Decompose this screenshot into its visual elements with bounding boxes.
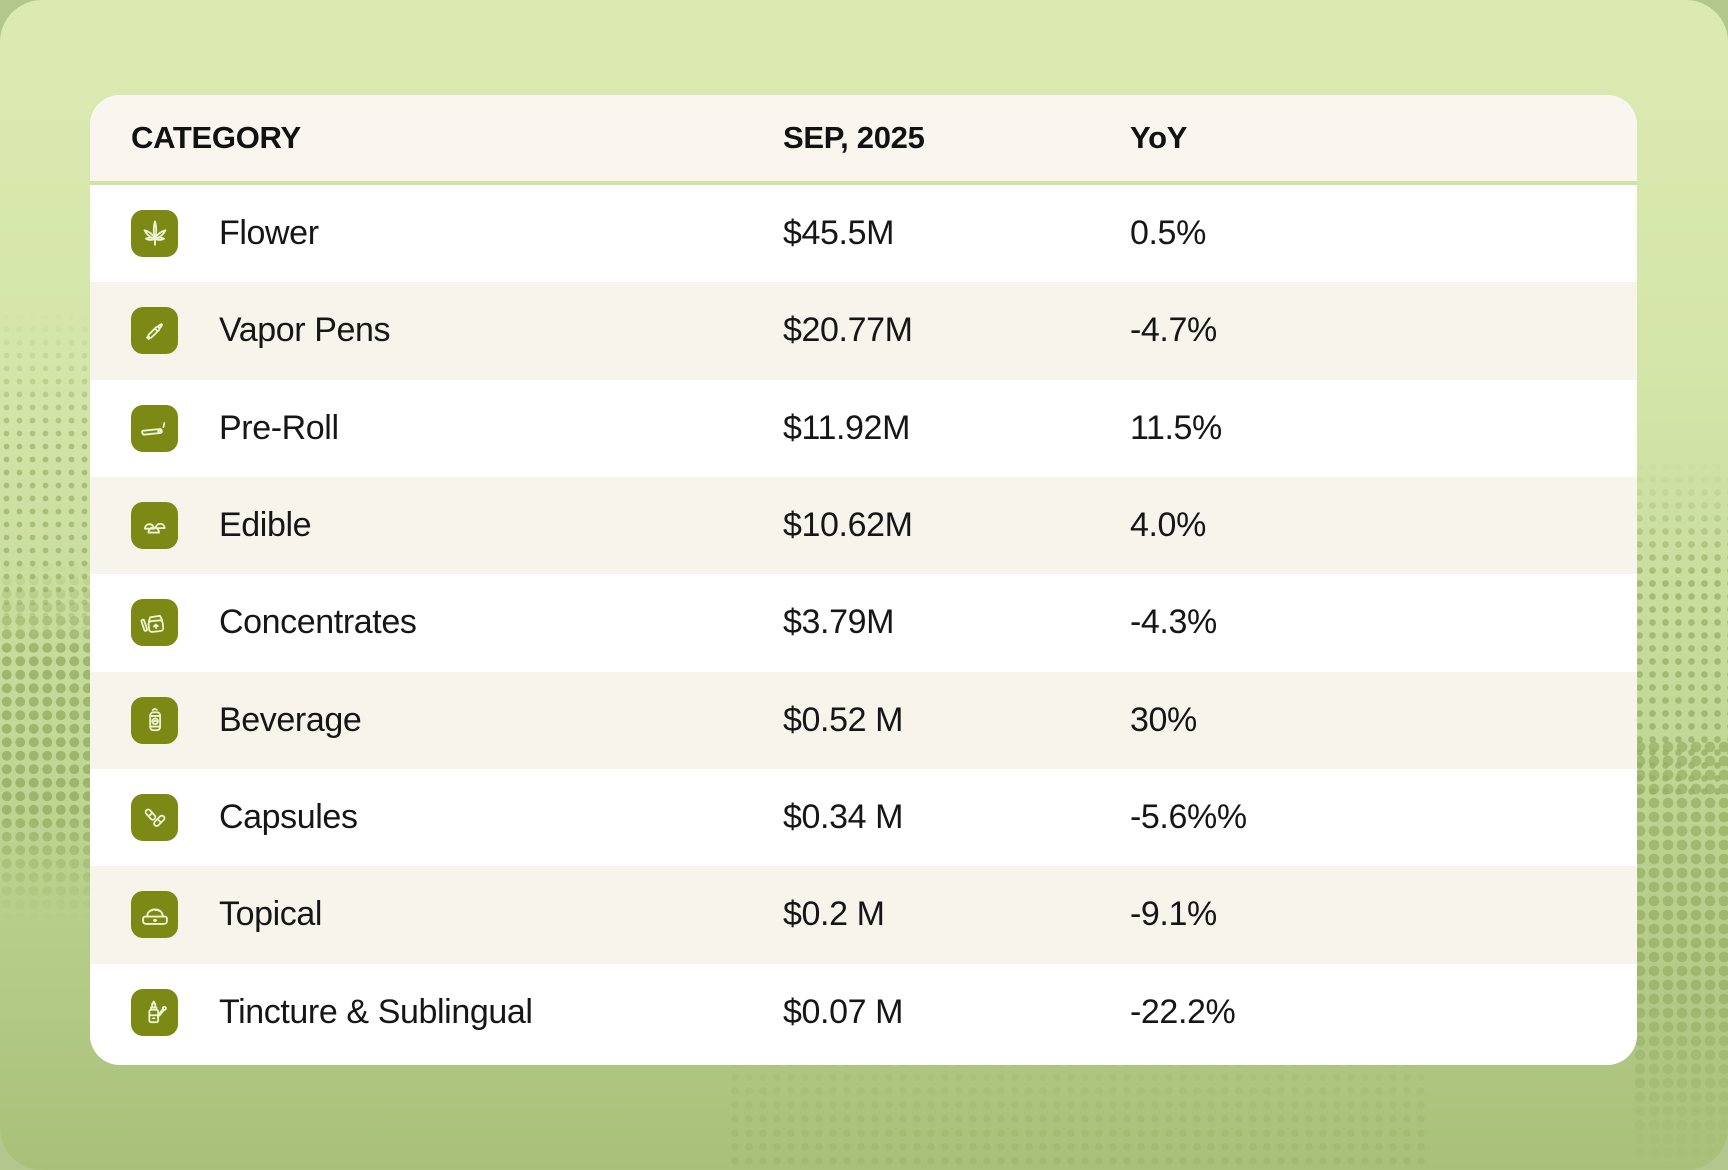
gummy-icon <box>131 502 178 550</box>
category-sales-table: CATEGORY SEP, 2025 YoY <box>90 95 1637 1065</box>
sales-value: $0.07 M <box>783 992 904 1031</box>
table-header-row: CATEGORY SEP, 2025 YoY <box>90 95 1637 185</box>
capsules-icon <box>131 794 178 842</box>
sales-value: $3.79M <box>783 603 895 642</box>
category-cell: Edible <box>90 502 783 550</box>
category-cell: Vapor Pens <box>90 307 783 355</box>
category-label: Concentrates <box>219 603 417 642</box>
category-label: Tincture & Sublingual <box>219 992 533 1031</box>
yoy-value: 30% <box>1130 700 1197 739</box>
table-row: Vapor Pens $20.77M -4.7% <box>90 282 1637 380</box>
category-label: Beverage <box>219 700 362 739</box>
column-header-category: CATEGORY <box>131 120 301 155</box>
yoy-value: -9.1% <box>1130 895 1217 934</box>
table-row: Topical $0.2 M -9.1% <box>90 866 1637 964</box>
category-cell: Concentrates <box>90 599 783 647</box>
table-row: Beverage $0.52 M 30% <box>90 671 1637 769</box>
yoy-value: 4.0% <box>1130 506 1206 545</box>
halftone-dots-right-small <box>1633 460 1728 800</box>
halftone-dots-right-large <box>1633 740 1728 1170</box>
column-header-yoy: YoY <box>1130 120 1188 155</box>
topical-jar-icon <box>131 891 178 939</box>
category-label: Capsules <box>219 798 358 837</box>
sales-value: $0.34 M <box>783 798 904 837</box>
sales-value: $0.52 M <box>783 700 904 739</box>
yoy-value: 11.5% <box>1130 408 1222 447</box>
sales-value: $10.62M <box>783 506 913 545</box>
category-label: Edible <box>219 506 312 545</box>
yoy-value: -4.7% <box>1130 311 1217 350</box>
pre-roll-icon <box>131 404 178 452</box>
category-cell: Tincture & Sublingual <box>90 988 783 1036</box>
yoy-value: 0.5% <box>1130 214 1206 253</box>
yoy-value: -22.2% <box>1130 992 1236 1031</box>
sales-value: $20.77M <box>783 311 913 350</box>
vape-pen-icon <box>131 307 178 355</box>
table-row: Flower $45.5M 0.5% <box>90 185 1637 283</box>
category-label: Flower <box>219 214 319 253</box>
category-cell: Flower <box>90 210 783 258</box>
category-cell: Topical <box>90 891 783 939</box>
category-label: Vapor Pens <box>219 311 391 350</box>
category-cell: Pre-Roll <box>90 404 783 452</box>
table-row: Edible $10.62M 4.0% <box>90 476 1637 575</box>
sales-value: $45.5M <box>783 214 895 253</box>
table-row: Capsules $0.34 M -5.6%% <box>90 768 1637 867</box>
cannabis-leaf-icon <box>131 210 178 258</box>
tincture-dropper-icon <box>131 988 178 1036</box>
yoy-value: -5.6%% <box>1130 798 1247 837</box>
category-cell: Beverage <box>90 696 783 744</box>
category-cell: Capsules <box>90 794 783 842</box>
table-row: Pre-Roll $11.92M 11.5% <box>90 379 1637 477</box>
column-header-period: SEP, 2025 <box>783 120 925 155</box>
category-label: Topical <box>219 895 323 934</box>
table-body: Flower $45.5M 0.5% <box>90 185 1637 1061</box>
beverage-can-icon <box>131 696 178 744</box>
yoy-value: -4.3% <box>1130 603 1217 642</box>
category-label: Pre-Roll <box>219 408 339 447</box>
sales-value: $11.92M <box>783 408 910 447</box>
table-row: Concentrates $3.79M -4.3% <box>90 574 1637 672</box>
table-row: Tincture & Sublingual $0.07 M -22.2% <box>90 963 1637 1061</box>
concentrate-jar-icon <box>131 599 178 647</box>
sales-value: $0.2 M <box>783 895 885 934</box>
